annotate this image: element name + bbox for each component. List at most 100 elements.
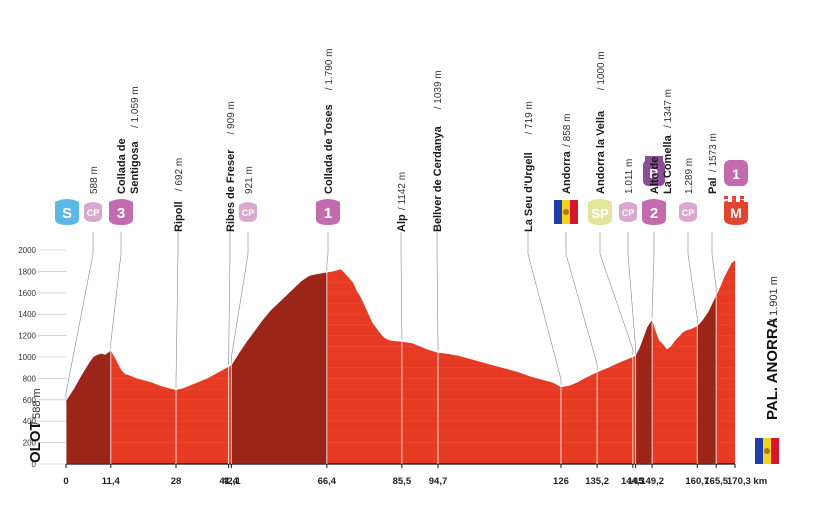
sprint-badge: SP <box>588 199 612 225</box>
sprint-badge-text: SP <box>591 206 609 221</box>
finish-checker <box>740 196 744 199</box>
mountain-category-badge-shape <box>642 199 666 225</box>
waypoint-label: Pal / 1573 m <box>707 133 719 194</box>
start-town-label: OLOT <box>27 421 44 463</box>
climb-segment <box>66 350 111 464</box>
waypoint-label: Ripoll / 692 m <box>173 158 185 232</box>
waypoint-altitude: / 692 m <box>174 158 185 191</box>
waypoint-altitude: / 909 m <box>226 101 237 134</box>
waypoint-altitude: / 1000 m <box>596 51 607 90</box>
checkpoint-badge: CP <box>679 202 697 222</box>
flag-blue <box>755 438 763 464</box>
y-tick-label: 600 <box>23 396 37 405</box>
climb-segments <box>66 272 717 464</box>
waypoint-leader-line <box>231 232 249 364</box>
waypoint-leader-line <box>651 232 655 318</box>
x-tick-label: 170,3 km <box>727 476 767 487</box>
y-tick-label: 1800 <box>18 267 36 276</box>
waypoint-altitude: / 1347 m <box>663 89 674 128</box>
waypoint-leader-line <box>436 232 439 351</box>
flag-blue <box>554 200 562 224</box>
waypoint-label: Andorra la Vella / 1000 m <box>595 51 607 194</box>
waypoint-altitude: / 1.790 m <box>324 48 335 90</box>
start-badge: S <box>55 199 79 225</box>
y-tick-label: 2000 <box>18 246 36 255</box>
y-tick-label: 400 <box>23 417 37 426</box>
finish-badge-shape <box>724 199 748 225</box>
waypoint-name: Ribes de Freser <box>225 149 237 232</box>
waypoint-altitude: / 1573 m <box>708 133 719 172</box>
checkpoint-badge: CP <box>239 202 257 222</box>
flag-emblem <box>764 448 770 454</box>
waypoint-label: Collada de Sentigosa / 1.059 m <box>116 86 141 194</box>
checkpoint-badge-text: CP <box>87 208 100 218</box>
flag-emblem <box>563 209 569 215</box>
waypoint-altitude: / 1.059 m <box>130 86 141 128</box>
waypoint-label: 921 m <box>244 166 255 194</box>
finish-category-text: 1 <box>732 166 740 182</box>
mountain-category-badge: 1 <box>316 199 340 225</box>
finish-checker <box>744 199 748 202</box>
waypoint-label: Andorra / 858 m <box>561 114 573 194</box>
y-tick-label: 800 <box>23 374 37 383</box>
x-tick-label: 0 <box>63 476 68 487</box>
x-tick-label: 145 <box>628 476 645 487</box>
waypoint-name: Bellver de Cerdanya <box>432 125 444 232</box>
x-tick-label: 135,2 <box>585 476 609 487</box>
waypoint-label: 1.011 m <box>624 159 635 194</box>
x-tick-label: 11,4 <box>102 476 121 487</box>
mountain-category-badge-text: 2 <box>650 205 658 222</box>
elevation-profile <box>66 260 735 465</box>
mountain-category-badge-text: 1 <box>324 205 332 222</box>
start-altitude-label: / 588 m <box>31 388 43 425</box>
waypoint-leader-line <box>687 232 698 325</box>
flag-red <box>570 200 578 224</box>
waypoint-name: Andorra la Vella <box>595 110 607 194</box>
x-tick-label: 85,5 <box>393 476 412 487</box>
waypoint-label: 1.289 m <box>684 158 695 194</box>
waypoint-altitude: / 858 m <box>562 114 573 147</box>
finish-checker <box>732 196 736 199</box>
x-tick-label: 94,7 <box>429 476 448 487</box>
finish-town-label: PAL. ANORRA <box>764 317 781 420</box>
waypoint-name-line2: Sentigosa <box>129 141 141 194</box>
finish-category-shape <box>724 160 748 186</box>
waypoint-name: Ripoll <box>173 201 185 232</box>
waypoint-leader-line <box>175 232 179 388</box>
waypoint-name: Collada de Toses <box>323 104 335 194</box>
finish-category-badge: 1 <box>724 160 748 186</box>
finish-andorra-flag <box>755 438 779 464</box>
finish-badge: M <box>724 196 748 225</box>
waypoint-altitude: 1.011 m <box>624 159 635 194</box>
y-tick-label: 1400 <box>18 310 36 319</box>
waypoint-leader-lines <box>65 232 717 464</box>
x-tick-label: 28 <box>171 476 182 487</box>
checkpoint-badge-shape <box>239 202 257 222</box>
waypoint-leader-line <box>711 232 717 294</box>
grid-lines <box>38 249 66 465</box>
finish-checker <box>724 196 728 199</box>
waypoint-leader-line <box>65 232 94 400</box>
waypoint-name: Andorra <box>561 150 573 194</box>
waypoint-altitude: 1.289 m <box>684 158 695 194</box>
x-tick-label: 126 <box>553 476 569 487</box>
climb-segment <box>635 319 653 464</box>
profile-area <box>66 260 735 464</box>
x-tick-label: 66,4 <box>318 476 337 487</box>
waypoint-name: Alp <box>396 214 408 232</box>
checkpoint-badge: CP <box>619 202 637 222</box>
checkpoint-badge: CP <box>84 202 102 222</box>
sprint-badge-shape <box>588 199 612 225</box>
checkpoint-badge-text: CP <box>242 208 255 218</box>
flag-red <box>771 438 779 464</box>
checkpoint-badge-shape <box>679 202 697 222</box>
bonus-badge: B <box>643 156 665 186</box>
waypoint-leader-line <box>599 232 634 355</box>
y-axis-ticks: 0 200 400 600 800 1000 1200 1400 1600 1800 2000 <box>18 246 36 469</box>
waypoint-name: La Seu d'Urgell <box>523 152 535 232</box>
mountain-category-badge-shape <box>316 199 340 225</box>
y-tick-label: 1200 <box>18 332 36 341</box>
climb-segment <box>697 295 717 464</box>
bonus-badge-text: B <box>649 166 658 181</box>
